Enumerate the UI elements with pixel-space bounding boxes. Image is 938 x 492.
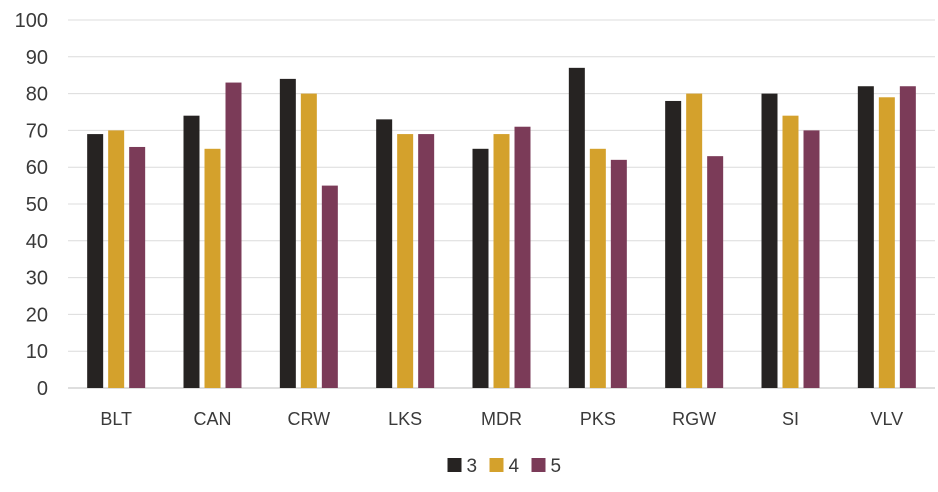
- bar-pks-series-4: [589, 148, 606, 388]
- bar-si-series-4: [782, 115, 799, 389]
- bar-can-series-5: [225, 82, 242, 388]
- bar-si-series-3: [761, 93, 778, 388]
- x-tick-label: LKS: [388, 409, 422, 429]
- y-tick-label: 80: [26, 84, 48, 106]
- bar-pks-series-5: [610, 159, 627, 388]
- x-axis-tick-labels: BLT CAN CRW LKS MDR PKS RGW SI VLV: [100, 409, 903, 429]
- x-tick-label: SI: [782, 409, 799, 429]
- x-tick-label: VLV: [870, 409, 903, 429]
- bar-si-series-5: [803, 130, 820, 388]
- legend-swatch: [531, 458, 546, 472]
- bar-rgw-series-3: [665, 100, 682, 389]
- bar-vlv-series-5: [899, 86, 916, 389]
- y-tick-label: 30: [26, 268, 48, 290]
- bars: [87, 67, 916, 389]
- legend-item-series-5: 5: [531, 456, 562, 477]
- bar-rgw-series-5: [707, 156, 724, 388]
- legend: 3 4 5: [447, 456, 562, 477]
- y-tick-label: 40: [26, 231, 48, 253]
- y-tick-label: 10: [26, 341, 48, 363]
- bar-crw-series-4: [300, 93, 317, 388]
- legend-item-series-4: 4: [489, 456, 520, 477]
- y-tick-label: 90: [26, 47, 48, 69]
- bar-lks-series-5: [418, 134, 435, 388]
- legend-item-series-3: 3: [447, 456, 478, 477]
- bar-crw-series-5: [321, 185, 338, 388]
- bar-lks-series-4: [397, 134, 414, 388]
- bar-crw-series-3: [279, 78, 296, 388]
- y-tick-label: 20: [26, 304, 48, 326]
- x-tick-label: PKS: [580, 409, 616, 429]
- bar-lks-series-3: [376, 119, 393, 389]
- bar-blt-series-4: [108, 130, 125, 388]
- bar-can-series-3: [183, 115, 200, 389]
- bar-mdr-series-3: [472, 148, 489, 388]
- legend-label: 3: [467, 456, 478, 477]
- bar-blt-series-5: [129, 146, 146, 388]
- bar-rgw-series-4: [686, 93, 703, 388]
- bar-blt-series-3: [87, 134, 104, 388]
- y-tick-label: 50: [26, 194, 48, 216]
- y-tick-label: 100: [15, 10, 48, 32]
- y-tick-label: 0: [37, 378, 48, 400]
- legend-swatch: [489, 458, 504, 472]
- bar-pks-series-3: [568, 67, 585, 388]
- legend-label: 5: [551, 456, 562, 477]
- legend-swatch: [447, 458, 462, 472]
- x-tick-label: BLT: [100, 409, 132, 429]
- bar-mdr-series-4: [493, 134, 510, 388]
- x-tick-label: RGW: [672, 409, 716, 429]
- bar-vlv-series-3: [857, 86, 874, 389]
- y-tick-label: 70: [26, 120, 48, 142]
- x-tick-label: CAN: [193, 409, 231, 429]
- x-tick-label: CRW: [287, 409, 330, 429]
- y-tick-label: 60: [26, 157, 48, 179]
- legend-label: 4: [509, 456, 520, 477]
- bar-mdr-series-5: [514, 126, 531, 388]
- y-axis-tick-labels: 0 10 20 30 40 50 60 70 80 90 100: [15, 10, 48, 400]
- bar-can-series-4: [204, 148, 221, 388]
- x-tick-label: MDR: [481, 409, 522, 429]
- bar-vlv-series-4: [878, 97, 895, 388]
